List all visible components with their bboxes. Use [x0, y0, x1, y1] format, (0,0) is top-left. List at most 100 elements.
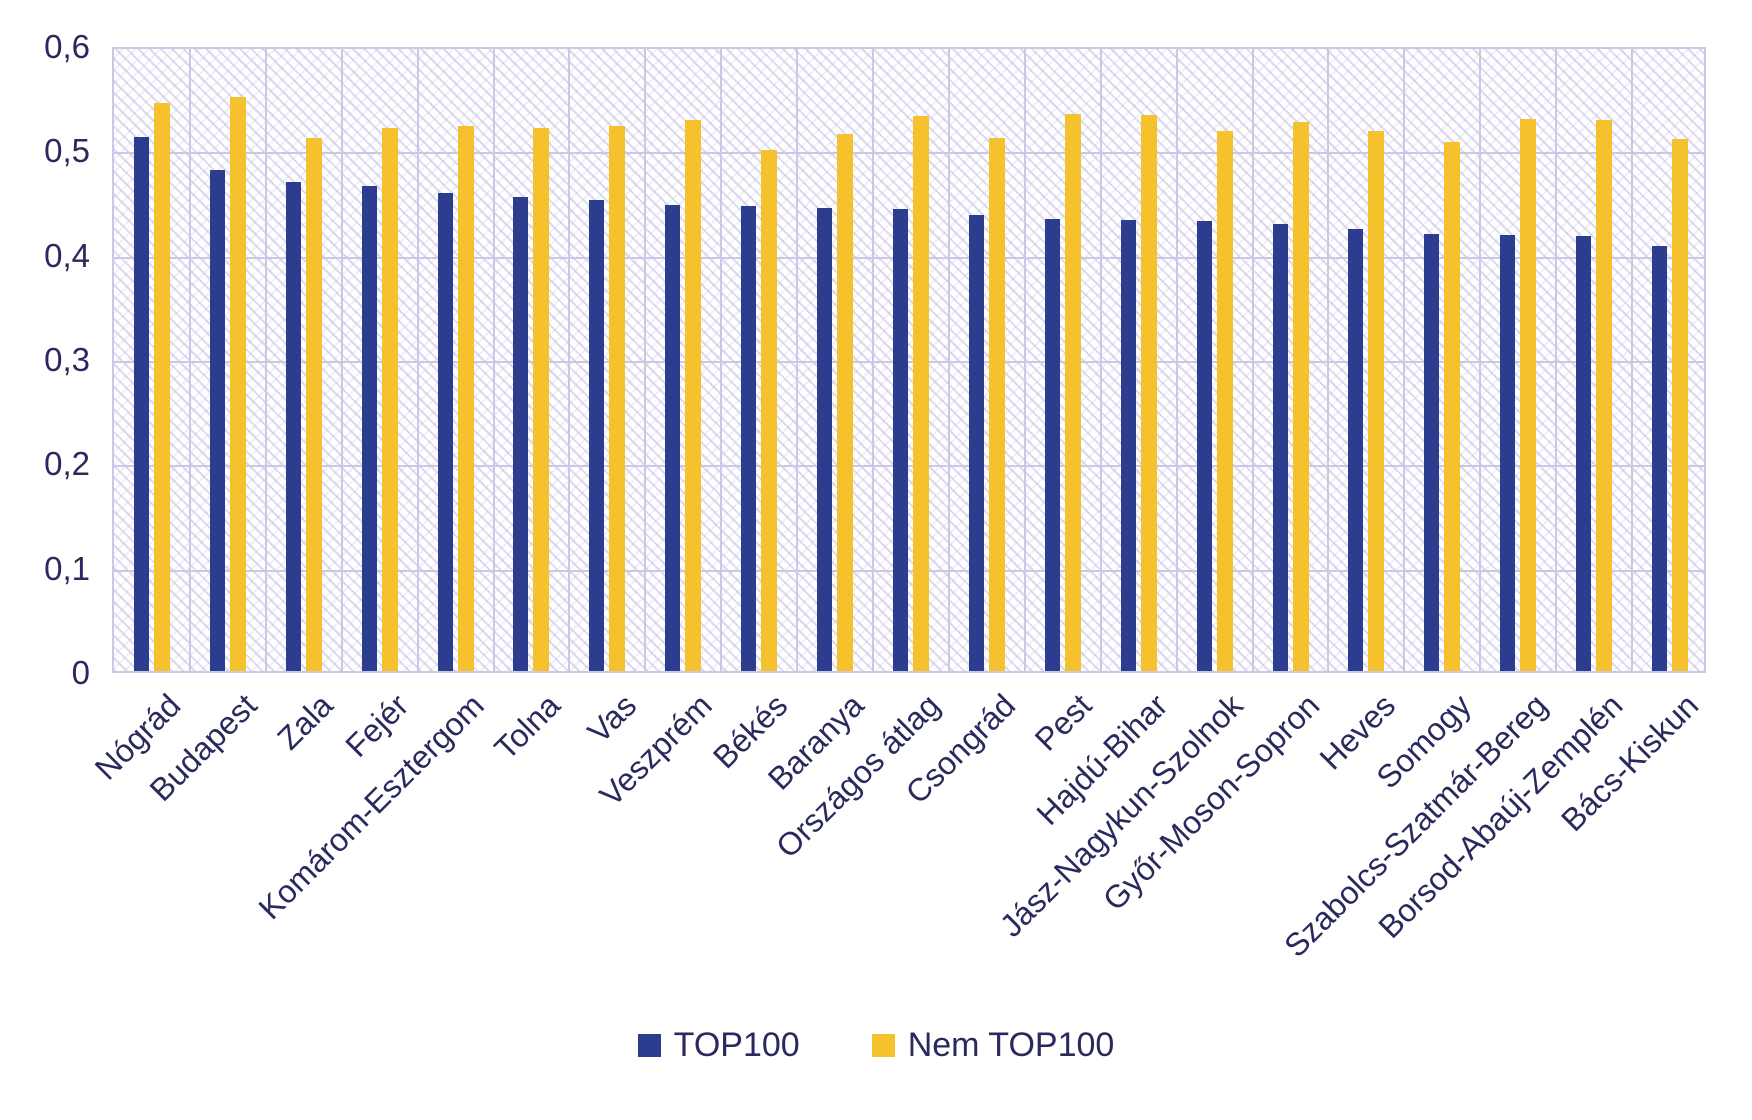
bar-nem-top100 [1140, 115, 1157, 671]
bar-nem-top100 [685, 120, 702, 671]
y-axis-tick-label: 0 [71, 654, 90, 691]
bar-nem-top100 [1672, 139, 1689, 671]
bar-nem-top100 [305, 138, 322, 671]
bar-top100 [1272, 224, 1288, 671]
bar-top100 [1120, 220, 1136, 671]
y-axis-tick-label: 0,2 [44, 445, 90, 483]
bar-top100 [437, 193, 453, 671]
bar-group [1177, 49, 1253, 671]
bar-group [569, 49, 645, 671]
vertical-gridline [796, 49, 799, 671]
bar-group [873, 49, 949, 671]
bar-top100 [589, 200, 605, 671]
y-axis-tick-label: 0,6 [44, 28, 90, 65]
bar-nem-top100 [1596, 120, 1613, 671]
bar-top100 [817, 208, 833, 671]
bar-top100 [1044, 219, 1060, 671]
bar-nem-top100 [1520, 119, 1537, 671]
horizontal-gridline [114, 465, 1704, 468]
bar-nem-top100 [1292, 122, 1309, 671]
bar-nem-top100 [457, 126, 474, 671]
vertical-gridline [1099, 49, 1102, 671]
vertical-gridline [644, 49, 647, 671]
vertical-gridline [1403, 49, 1406, 671]
bar-group [645, 49, 721, 671]
vertical-gridline [340, 49, 343, 671]
vertical-gridline [1479, 49, 1482, 671]
bar-nem-top100 [1216, 131, 1233, 671]
bar-nem-top100 [1368, 131, 1385, 671]
bar-group [266, 49, 342, 671]
bar-top100 [1348, 229, 1364, 671]
vertical-gridline [947, 49, 950, 671]
bar-nem-top100 [381, 128, 398, 671]
bar-top100 [1424, 234, 1440, 671]
bar-group [1328, 49, 1404, 671]
plot-area [112, 47, 1706, 673]
legend-label-top100: TOP100 [673, 1026, 800, 1064]
legend-swatch-nem-top100 [871, 1034, 895, 1057]
bar-group [342, 49, 418, 671]
legend-item-nem-top100: Nem TOP100 [871, 1026, 1115, 1065]
bar-top100 [968, 215, 984, 671]
bar-top100 [285, 182, 301, 671]
vertical-gridline [416, 49, 419, 671]
bar-nem-top100 [761, 150, 778, 671]
vertical-gridline [872, 49, 875, 671]
horizontal-gridline [114, 569, 1704, 572]
x-axis-category-label: Tolna [487, 687, 567, 767]
vertical-gridline [1631, 49, 1634, 671]
legend: TOP100 Nem TOP100 [0, 1026, 1752, 1065]
vertical-gridline [492, 49, 495, 671]
legend-item-top100: TOP100 [637, 1026, 800, 1065]
bar-group [949, 49, 1025, 671]
bar-group [114, 49, 190, 671]
bar-group [797, 49, 873, 671]
horizontal-gridline [114, 361, 1704, 363]
bar-nem-top100 [1064, 114, 1081, 671]
bar-group [1101, 49, 1177, 671]
bar-top100 [1576, 236, 1592, 671]
legend-swatch-top100 [637, 1034, 661, 1057]
bar-nem-top100 [153, 103, 170, 671]
bar-nem-top100 [912, 116, 929, 671]
bar-nem-top100 [229, 97, 246, 671]
bar-group [494, 49, 570, 671]
vertical-gridline [720, 49, 723, 671]
bar-top100 [133, 137, 149, 671]
vertical-gridline [1327, 49, 1330, 671]
vertical-gridline [1555, 49, 1558, 671]
bar-top100 [513, 197, 529, 671]
vertical-gridline [1175, 49, 1178, 671]
bar-nem-top100 [988, 138, 1005, 671]
vertical-gridline [264, 49, 267, 671]
bar-group [1632, 49, 1708, 671]
horizontal-gridline [114, 256, 1704, 259]
bar-top100 [892, 209, 908, 671]
x-axis-category-label: Zala [269, 687, 340, 757]
bar-top100 [361, 186, 377, 671]
bar-group [1480, 49, 1556, 671]
bar-nem-top100 [837, 134, 854, 671]
bar-group [190, 49, 266, 671]
vertical-gridline [188, 49, 191, 671]
bar-group [418, 49, 494, 671]
legend-label-nem-top100: Nem TOP100 [907, 1026, 1115, 1064]
bar-nem-top100 [533, 128, 550, 671]
vertical-gridline [1023, 49, 1026, 671]
y-axis-tick-label: 0,1 [44, 549, 90, 587]
bar-group [721, 49, 797, 671]
y-axis-tick-label: 0,5 [44, 132, 90, 170]
bar-group [1404, 49, 1480, 671]
horizontal-gridline [114, 152, 1704, 155]
bar-nem-top100 [609, 126, 626, 671]
vertical-gridline [1251, 49, 1254, 671]
vertical-gridline [568, 49, 571, 671]
x-axis-category-label: Vas [580, 687, 643, 750]
bar-top100 [1196, 221, 1212, 671]
bar-nem-top100 [1444, 142, 1461, 671]
bar-top100 [741, 206, 757, 671]
y-axis-tick-label: 0,4 [44, 236, 90, 274]
bar-group [1556, 49, 1632, 671]
